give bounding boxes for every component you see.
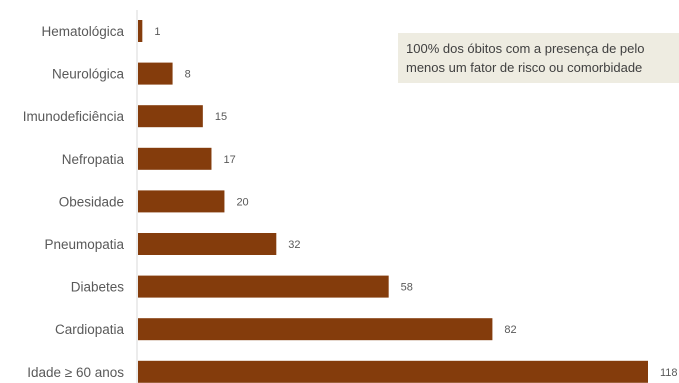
value-label: 8 xyxy=(185,69,191,81)
value-label: 82 xyxy=(504,324,516,336)
value-label: 1 xyxy=(154,26,160,38)
annotation-text: 100% dos óbitos com a presença de pelo m… xyxy=(406,41,645,75)
bar xyxy=(138,233,277,255)
value-label: 17 xyxy=(223,154,235,166)
category-label: Obesidade xyxy=(59,194,124,209)
category-label: Pneumopatia xyxy=(44,237,124,252)
category-label: Hematológica xyxy=(41,24,124,39)
category-label: Cardiopatia xyxy=(55,322,125,337)
bar xyxy=(138,275,389,298)
value-label: 58 xyxy=(401,282,413,294)
category-label: Diabetes xyxy=(71,280,125,295)
category-label: Idade ≥ 60 anos xyxy=(27,365,124,380)
bar xyxy=(138,20,143,42)
annotation-box: 100% dos óbitos com a presença de pelo m… xyxy=(398,33,679,83)
bar xyxy=(138,147,212,170)
value-label: 20 xyxy=(236,196,248,208)
category-label: Nefropatia xyxy=(62,152,125,167)
category-label: Imunodeficiência xyxy=(23,109,125,124)
bars-layer: Hematológica 1 Neurológica 8 Imunodeficiênci… xyxy=(23,20,678,383)
bar xyxy=(138,190,225,213)
value-label: 118 xyxy=(660,367,678,379)
bar xyxy=(138,360,648,383)
bar xyxy=(138,318,493,341)
value-label: 32 xyxy=(288,239,300,251)
bar xyxy=(138,62,173,85)
value-label: 15 xyxy=(215,111,227,123)
bar xyxy=(138,105,203,128)
category-label: Neurológica xyxy=(52,67,125,82)
